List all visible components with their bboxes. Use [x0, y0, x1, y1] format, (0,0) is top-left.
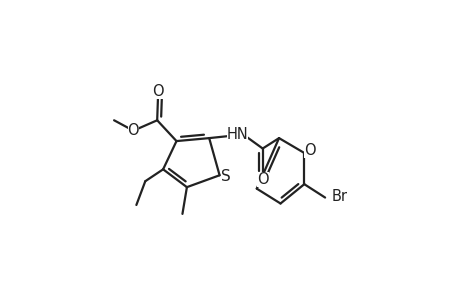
- Text: O: O: [256, 172, 268, 187]
- Text: HN: HN: [226, 127, 248, 142]
- Text: Br: Br: [331, 189, 347, 204]
- Text: O: O: [127, 123, 139, 138]
- Text: O: O: [304, 142, 315, 158]
- Text: O: O: [152, 84, 163, 99]
- Text: S: S: [221, 169, 230, 184]
